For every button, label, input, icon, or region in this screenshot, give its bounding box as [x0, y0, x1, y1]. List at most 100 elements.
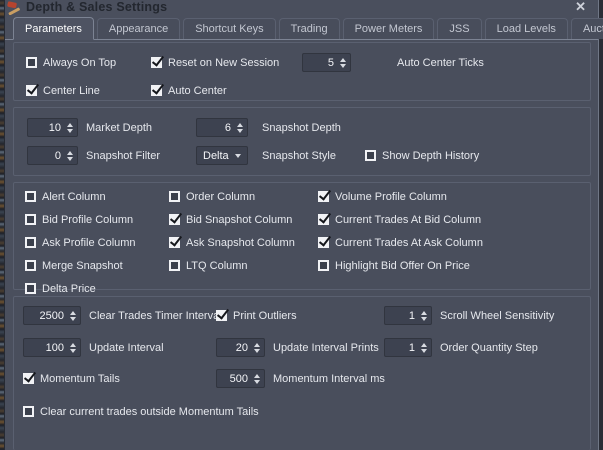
checkbox-alert-column[interactable]: Alert Column — [25, 190, 106, 203]
tab-jss[interactable]: JSS — [437, 18, 482, 39]
spinner-arrows-icon[interactable] — [252, 370, 264, 387]
snapshot-depth-row: 6 Snapshot Depth — [196, 118, 341, 137]
checkbox-label: Bid Profile Column — [42, 213, 134, 226]
spinner-arrows-icon[interactable] — [65, 147, 77, 164]
group-columns: Alert Column Bid Profile Column Ask Prof… — [13, 182, 591, 295]
tab-auction-vista[interactable]: Auction Vista — [570, 18, 603, 39]
order-quantity-step-spinner[interactable]: 1 — [384, 338, 432, 357]
checkbox-bid-snapshot-column[interactable]: Bid Snapshot Column — [169, 213, 292, 226]
momentum-interval-row: 500 Momentum Interval ms — [216, 369, 385, 388]
snapshot-filter-spinner[interactable]: 0 — [27, 146, 78, 165]
tab-trading[interactable]: Trading — [278, 18, 340, 39]
spinner-value: 0 — [54, 149, 61, 162]
checkbox-auto-center[interactable]: Auto Center — [151, 84, 227, 97]
spinner-value: 6 — [224, 121, 231, 134]
checkbox-icon — [216, 310, 227, 321]
tab-power-meters[interactable]: Power Meters — [342, 18, 435, 39]
order-quantity-step-label: Order Quantity Step — [440, 341, 538, 354]
close-icon[interactable]: ✕ — [575, 0, 586, 14]
checkbox-order-column[interactable]: Order Column — [169, 190, 255, 203]
checkbox-icon — [151, 85, 162, 96]
checkbox-icon — [25, 283, 36, 294]
checkbox-label: Auto Center — [168, 84, 227, 97]
checkbox-print-outliers[interactable]: Print Outliers — [216, 309, 297, 322]
checkbox-label: Ask Snapshot Column — [186, 236, 295, 249]
auto-center-ticks-spinner[interactable]: 5 — [302, 53, 351, 72]
snapshot-depth-spinner[interactable]: 6 — [196, 118, 248, 137]
titlebar[interactable]: Depth & Sales Settings ✕ — [5, 0, 598, 17]
checkbox-volume-profile-column[interactable]: Volume Profile Column — [318, 190, 447, 203]
checkbox-ltq-column[interactable]: LTQ Column — [169, 259, 248, 272]
tab-appearance[interactable]: Appearance — [96, 18, 181, 39]
checkbox-icon — [23, 373, 34, 384]
checkbox-icon — [169, 214, 180, 225]
market-depth-spinner[interactable]: 10 — [27, 118, 78, 137]
checkbox-merge-snapshot[interactable]: Merge Snapshot — [25, 259, 123, 272]
tab-bar: Parameters Appearance Shortcut Keys Trad… — [5, 17, 603, 40]
tab-shortcut-keys[interactable]: Shortcut Keys — [183, 18, 276, 39]
clear-trades-timer-interval-label: Clear Trades Timer Interval — [89, 309, 222, 322]
momentum-interval-label: Momentum Interval ms — [273, 372, 385, 385]
hammer-icon — [7, 1, 20, 15]
checkbox-ask-profile-column[interactable]: Ask Profile Column — [25, 236, 136, 249]
spinner-arrows-icon[interactable] — [68, 339, 80, 356]
order-quantity-step-row: 1 Order Quantity Step — [384, 338, 538, 357]
group-depth: 10 Market Depth 6 Snapshot Depth 0 Snaps… — [13, 107, 591, 176]
checkbox-label: LTQ Column — [186, 259, 248, 272]
depth-sales-settings-dialog: Depth & Sales Settings ✕ Parameters Appe… — [4, 0, 603, 450]
checkbox-clear-current-trades-outside-momentum-tails[interactable]: Clear current trades outside Momentum Ta… — [23, 405, 259, 418]
spinner-arrows-icon[interactable] — [419, 339, 431, 356]
spinner-arrows-icon[interactable] — [252, 339, 264, 356]
scroll-wheel-sensitivity-spinner[interactable]: 1 — [384, 306, 432, 325]
market-depth-label: Market Depth — [86, 121, 153, 134]
checkbox-label: Current Trades At Bid Column — [335, 213, 482, 226]
spinner-arrows-icon[interactable] — [338, 54, 350, 71]
checkbox-icon — [26, 57, 37, 68]
snapshot-filter-row: 0 Snapshot Filter — [27, 146, 160, 165]
checkbox-current-trades-at-bid-column[interactable]: Current Trades At Bid Column — [318, 213, 481, 226]
spinner-value: 1 — [408, 309, 415, 322]
spinner-arrows-icon[interactable] — [419, 307, 431, 324]
update-interval-prints-spinner[interactable]: 20 — [216, 338, 265, 357]
scroll-wheel-sensitivity-label: Scroll Wheel Sensitivity — [440, 309, 555, 322]
checkbox-center-line[interactable]: Center Line — [26, 84, 100, 97]
checkbox-label: Ask Profile Column — [42, 236, 136, 249]
update-interval-spinner[interactable]: 100 — [23, 338, 81, 357]
checkbox-icon — [169, 191, 180, 202]
checkbox-highlight-bid-offer-on-price[interactable]: Highlight Bid Offer On Price — [318, 259, 470, 272]
checkbox-show-depth-history[interactable]: Show Depth History — [365, 149, 479, 162]
checkbox-ask-snapshot-column[interactable]: Ask Snapshot Column — [169, 236, 295, 249]
checkbox-icon — [318, 191, 329, 202]
checkbox-label: Reset on New Session — [168, 56, 280, 69]
momentum-interval-spinner[interactable]: 500 — [216, 369, 265, 388]
checkbox-always-on-top[interactable]: Always On Top — [26, 56, 116, 69]
checkbox-label: Volume Profile Column — [335, 190, 447, 203]
clear-trades-timer-interval-spinner[interactable]: 2500 — [23, 306, 81, 325]
checkbox-label: Merge Snapshot — [42, 259, 123, 272]
checkbox-label: Current Trades At Ask Column — [335, 236, 483, 249]
tab-load-levels[interactable]: Load Levels — [484, 18, 568, 39]
snapshot-style-label: Snapshot Style — [262, 149, 336, 162]
checkbox-label: Show Depth History — [382, 149, 480, 162]
checkbox-icon — [25, 191, 36, 202]
checkbox-delta-price[interactable]: Delta Price — [25, 282, 96, 295]
snapshot-style-dropdown[interactable]: Delta — [196, 146, 248, 165]
checkbox-icon — [318, 214, 329, 225]
spinner-value: 1 — [408, 341, 415, 354]
checkbox-icon — [25, 237, 36, 248]
spinner-arrows-icon[interactable] — [65, 119, 77, 136]
spinner-arrows-icon[interactable] — [235, 119, 247, 136]
checkbox-icon — [151, 57, 162, 68]
tab-parameters[interactable]: Parameters — [13, 17, 94, 40]
spinner-value: 5 — [327, 56, 334, 69]
checkbox-current-trades-at-ask-column[interactable]: Current Trades At Ask Column — [318, 236, 483, 249]
snapshot-filter-label: Snapshot Filter — [86, 149, 160, 162]
spinner-value: 10 — [48, 121, 61, 134]
checkbox-reset-on-new-session[interactable]: Reset on New Session — [151, 56, 279, 69]
checkbox-momentum-tails[interactable]: Momentum Tails — [23, 372, 120, 385]
spinner-arrows-icon[interactable] — [68, 307, 80, 324]
spinner-value: 20 — [235, 341, 248, 354]
checkbox-label: Alert Column — [42, 190, 106, 203]
spinner-value: 2500 — [39, 309, 64, 322]
checkbox-bid-profile-column[interactable]: Bid Profile Column — [25, 213, 133, 226]
